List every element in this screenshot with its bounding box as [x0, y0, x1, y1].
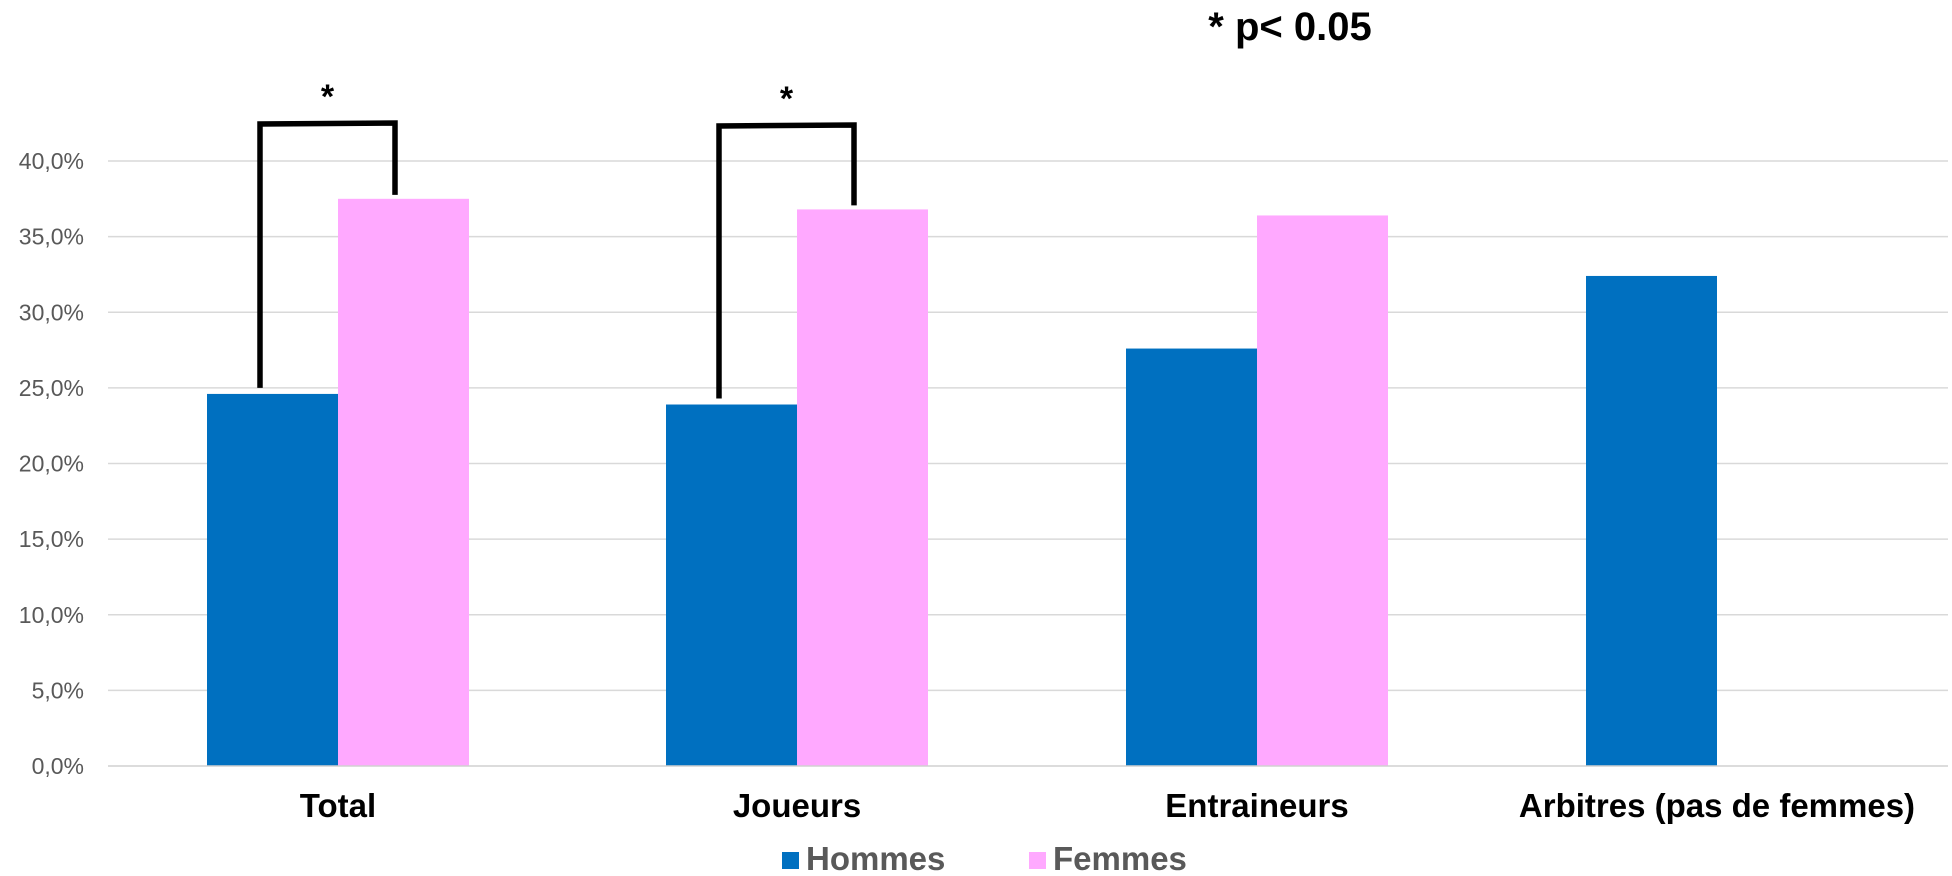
x-tick-label: Total — [300, 787, 376, 824]
significance-star: * — [321, 78, 335, 116]
bar-hommes — [1586, 275, 1717, 766]
y-axis: 0,0% 5,0% 10,0% 15,0% 20,0% 25,0% 30,0% 35,0% 40… — [19, 148, 84, 779]
bars — [207, 198, 1717, 766]
y-tick-label: 20,0% — [19, 451, 84, 477]
x-axis-labels: Total Joueurs Entraineurs Arbitres (pas de … — [300, 787, 1915, 824]
legend-swatch-hommes — [782, 852, 799, 869]
y-tick-label: 15,0% — [19, 526, 84, 552]
significance-brackets: * * — [257, 78, 857, 399]
y-tick-label: 25,0% — [19, 375, 84, 401]
y-tick-label: 10,0% — [19, 602, 84, 628]
x-tick-label: Arbitres (pas de femmes) — [1519, 787, 1915, 824]
legend-swatch-femmes — [1029, 852, 1046, 869]
y-tick-label: 35,0% — [19, 224, 84, 250]
y-tick-label: 0,0% — [32, 753, 84, 779]
legend-label-hommes: Hommes — [806, 840, 945, 876]
bar-femmes — [338, 198, 469, 766]
bar-femmes — [797, 209, 928, 766]
bar-femmes — [1257, 215, 1388, 766]
y-tick-label: 40,0% — [19, 148, 84, 174]
y-tick-label: 30,0% — [19, 299, 84, 325]
significance-bracket — [716, 122, 857, 399]
bar-hommes — [1126, 348, 1257, 766]
legend: Hommes Femmes — [782, 840, 1187, 876]
y-tick-label: 5,0% — [32, 677, 84, 703]
x-tick-label: Entraineurs — [1165, 787, 1348, 824]
legend-label-femmes: Femmes — [1053, 840, 1187, 876]
bar-hommes — [207, 393, 338, 766]
significance-note: * p< 0.05 — [1208, 5, 1371, 49]
x-tick-label: Joueurs — [733, 787, 861, 824]
significance-star: * — [780, 80, 794, 118]
bar-hommes — [666, 404, 797, 766]
significance-bracket — [257, 120, 398, 388]
